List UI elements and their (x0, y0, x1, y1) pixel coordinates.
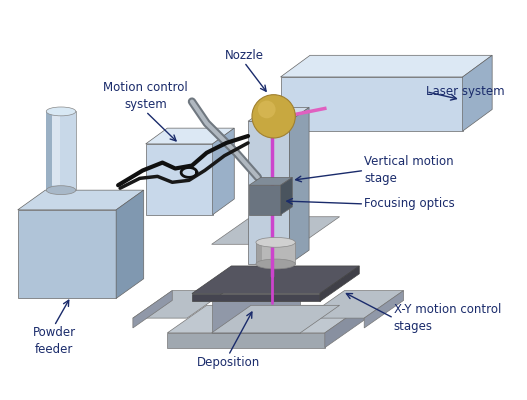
Ellipse shape (256, 238, 295, 247)
Polygon shape (212, 305, 339, 333)
Polygon shape (192, 266, 359, 294)
Polygon shape (212, 217, 339, 244)
Polygon shape (133, 290, 172, 328)
Polygon shape (46, 112, 76, 190)
Circle shape (258, 100, 276, 118)
Polygon shape (280, 177, 292, 215)
Polygon shape (116, 190, 144, 298)
Text: Powder
feeder: Powder feeder (33, 326, 76, 356)
Polygon shape (192, 294, 320, 301)
Polygon shape (249, 177, 292, 185)
Text: Vertical motion
stage: Vertical motion stage (364, 156, 454, 186)
Polygon shape (280, 77, 463, 131)
Ellipse shape (256, 259, 295, 269)
Polygon shape (133, 290, 227, 318)
Polygon shape (212, 301, 300, 333)
Polygon shape (212, 128, 235, 215)
Polygon shape (320, 266, 359, 301)
Polygon shape (463, 55, 492, 131)
Polygon shape (256, 242, 295, 264)
Text: Deposition: Deposition (197, 356, 260, 368)
Polygon shape (52, 116, 60, 185)
Polygon shape (289, 108, 309, 264)
Text: X-Y motion control
stages: X-Y motion control stages (394, 303, 501, 333)
Ellipse shape (46, 107, 76, 116)
Polygon shape (46, 112, 52, 190)
Polygon shape (325, 305, 364, 348)
Polygon shape (145, 128, 235, 144)
Polygon shape (249, 185, 280, 215)
Polygon shape (280, 55, 492, 77)
Circle shape (252, 95, 295, 138)
Text: Focusing optics: Focusing optics (364, 198, 455, 210)
Polygon shape (18, 190, 144, 210)
Polygon shape (364, 290, 404, 328)
Polygon shape (168, 305, 364, 333)
Polygon shape (18, 210, 116, 298)
Polygon shape (248, 121, 289, 264)
Text: Motion control
system: Motion control system (103, 82, 188, 112)
Polygon shape (248, 108, 309, 121)
Text: Laser system: Laser system (426, 85, 505, 98)
Polygon shape (145, 144, 212, 215)
Ellipse shape (46, 186, 76, 194)
Polygon shape (168, 333, 325, 348)
Polygon shape (256, 242, 262, 264)
Text: Nozzle: Nozzle (225, 49, 264, 62)
Polygon shape (305, 290, 404, 318)
